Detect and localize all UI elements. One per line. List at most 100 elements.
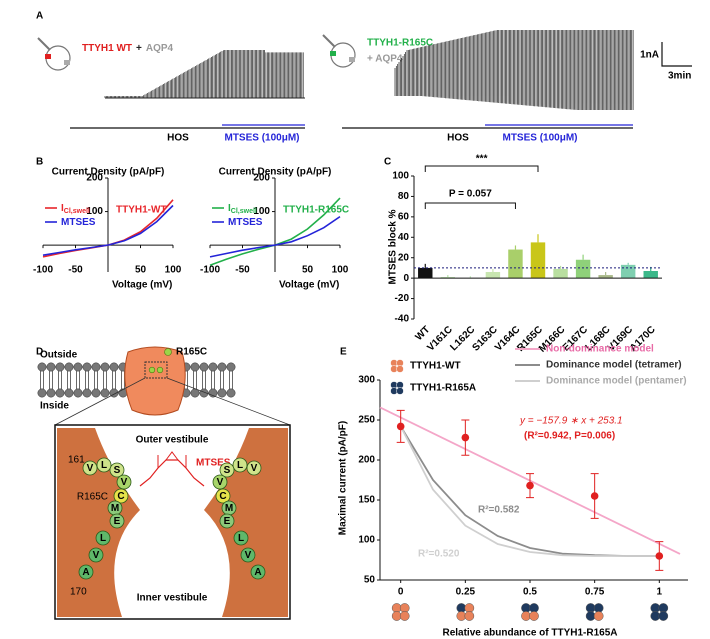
lipid-head	[46, 362, 56, 372]
significance-label: ***	[476, 154, 488, 165]
residue-letter: S	[224, 465, 231, 476]
residue-letter: M	[225, 503, 233, 514]
y-axis-label: Maximal current (pA/pF)	[338, 421, 349, 535]
mtses-label: MTSES (100μM)	[224, 133, 299, 144]
y-tick-label: 40	[398, 232, 410, 243]
residue	[250, 564, 266, 580]
current-trace	[104, 50, 304, 98]
bar	[575, 259, 591, 279]
residue	[219, 462, 235, 478]
bar	[485, 272, 501, 279]
legend-entry: Dominance model (tetramer)	[546, 360, 682, 371]
x-axis-label: Voltage (mV)	[112, 280, 172, 291]
residue-number: 161	[68, 455, 85, 466]
x-axis-label: Voltage (mV)	[279, 280, 339, 291]
legend-entry: TTYH1-WT	[410, 361, 461, 372]
legend-icon	[396, 387, 404, 395]
lipid-head	[37, 388, 47, 398]
x-tick-label: 0.25	[456, 587, 476, 598]
lipid-head	[199, 388, 209, 398]
panel-label: C	[384, 157, 391, 168]
residue	[88, 547, 104, 563]
iv-curve	[42, 204, 174, 256]
residue-letter: V	[93, 550, 100, 561]
x-tick-label: -100	[33, 265, 53, 276]
pore-wall	[57, 428, 140, 617]
residue-letter: V	[87, 463, 94, 474]
y-tick-label: 60	[398, 211, 410, 222]
bar	[440, 277, 456, 279]
lipid-head	[37, 362, 47, 372]
x-tick-label: -50	[235, 265, 250, 276]
y-tick-label: 250	[358, 415, 375, 426]
residue	[219, 513, 235, 529]
zoom-line	[54, 377, 146, 426]
lipid-head	[217, 362, 227, 372]
subunit-icon	[593, 611, 604, 621]
y-tick-label: 100	[86, 206, 103, 217]
legend-name: MTSES	[228, 217, 263, 228]
lipid-head	[226, 362, 236, 372]
subunit-icon	[658, 611, 669, 621]
site-marker	[156, 366, 164, 374]
x-tick-label: 0.75	[585, 587, 605, 598]
iv-curve	[209, 215, 341, 258]
side-label: Outside	[40, 350, 78, 361]
lipid-head	[190, 362, 200, 372]
x-tick-label: -50	[68, 265, 83, 276]
scale-label: 1nA	[640, 50, 659, 61]
bar	[530, 242, 546, 279]
construct-title: TTYH1 WT + AQP4	[82, 43, 174, 54]
x-tick-label: 100	[165, 265, 182, 276]
residue-letter: L	[100, 533, 106, 544]
reagent-structure	[139, 459, 205, 487]
mtses-label: MTSES (100μM)	[502, 133, 577, 144]
y-tick-label: 0	[403, 273, 409, 284]
y-tick-label: 200	[358, 455, 375, 466]
lipid-head	[82, 362, 92, 372]
residue	[78, 564, 94, 580]
subunit-icon	[399, 611, 410, 621]
annotation: TTYH1-R165C	[283, 205, 349, 216]
lipid-head	[73, 362, 83, 372]
region-label: Outer vestibule	[136, 435, 209, 446]
site-marker	[164, 348, 172, 356]
panel-label: A	[36, 11, 43, 22]
lipid-head	[82, 388, 92, 398]
residue-letter: L	[238, 533, 244, 544]
y-tick-label: 300	[358, 375, 375, 386]
residue-letter: E	[224, 516, 231, 527]
data-point	[396, 422, 405, 431]
region-label: Inner vestibule	[137, 593, 208, 604]
panel-label: B	[36, 157, 43, 168]
residue	[215, 488, 231, 504]
legend-icon	[396, 365, 404, 373]
x-tick-label: V161C	[425, 324, 454, 353]
bar	[418, 267, 433, 279]
y-tick-label: 100	[253, 206, 270, 217]
model-curve	[399, 425, 660, 557]
electrode	[322, 34, 336, 48]
y-tick-label: 200	[86, 173, 103, 184]
y-tick-label: 200	[253, 173, 270, 184]
channel-icon	[349, 57, 355, 62]
residue-letter: A	[254, 567, 261, 578]
legend-entry: ICl,swell	[61, 203, 90, 215]
data-point	[655, 552, 664, 560]
site-label: R165C	[77, 492, 108, 503]
residue-letter: M	[111, 503, 119, 514]
legend-subscript: Cl,swell	[64, 208, 90, 215]
residue	[95, 530, 111, 546]
bar	[643, 270, 658, 279]
zoom-box	[144, 361, 168, 379]
lipid-head	[91, 388, 101, 398]
significance-bracket	[424, 202, 516, 209]
plus-sign: +	[136, 43, 142, 54]
construct-name: TTYH1 WT	[82, 43, 132, 54]
y-tick-label: 50	[364, 575, 376, 586]
partner-name: AQP4	[146, 43, 174, 54]
legend-name: I	[61, 203, 64, 214]
x-tick-label: WT	[413, 324, 432, 343]
current-trace	[394, 30, 634, 110]
lipid-head	[199, 362, 209, 372]
